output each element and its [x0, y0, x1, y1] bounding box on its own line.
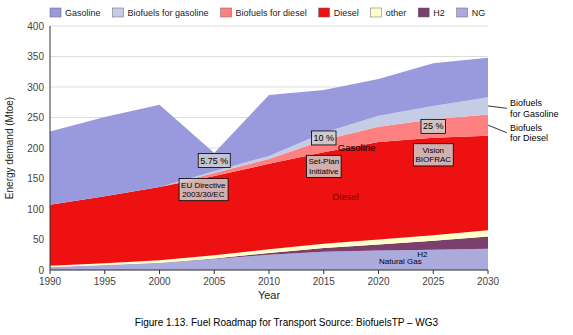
- annotation: Diesel: [332, 191, 358, 202]
- y-tick-label: 100: [27, 204, 44, 215]
- legend-swatch: [113, 8, 124, 17]
- legend-swatch: [457, 8, 468, 17]
- grid-line: [50, 56, 488, 57]
- caption: Figure 1.13. Fuel Roadmap for Transport …: [135, 317, 439, 328]
- y-tick-label: 400: [27, 21, 44, 32]
- legend-swatch: [319, 8, 330, 17]
- side-label: Biofuelsfor Gasoline: [510, 98, 559, 118]
- y-tick-label: 50: [33, 234, 45, 245]
- callout-text-line: 5.75 %: [200, 156, 228, 166]
- y-tick-label: 200: [27, 143, 44, 154]
- side-label: Biofuelsfor Diesel: [510, 123, 548, 143]
- y-tick-label: 350: [27, 51, 44, 62]
- side-label-line: for Gasoline: [510, 109, 559, 119]
- callout-box: [306, 155, 341, 177]
- callout: Set-PlanInitiative: [306, 155, 341, 177]
- x-tick-label: 2030: [477, 276, 500, 287]
- x-tick: [323, 270, 324, 274]
- annotation-line: Gasoline: [338, 142, 376, 153]
- x-tick-label: 1990: [39, 276, 62, 287]
- callout-text: Set-PlanInitiative: [308, 157, 339, 175]
- legend-swatch: [418, 8, 429, 17]
- x-tick-label: 2025: [422, 276, 445, 287]
- y-axis-label: Energy demand (Mtoe): [4, 97, 15, 199]
- x-tick: [214, 270, 215, 274]
- legend-label: NG: [472, 8, 486, 18]
- x-tick-label: 1995: [94, 276, 117, 287]
- callout-text-line: Initiative: [309, 167, 339, 176]
- callout: EU Directive2003/30/EC: [179, 179, 228, 201]
- callout: VisionBIOFRAC: [413, 144, 453, 166]
- callout-text-line: EU Directive: [181, 181, 226, 190]
- y-tick-label: 300: [27, 82, 44, 93]
- callout-text: EU Directive2003/30/EC: [181, 181, 226, 199]
- x-tick-label: 2015: [313, 276, 336, 287]
- callout-box: [413, 144, 453, 166]
- legend-label: Diesel: [334, 8, 359, 18]
- side-label-line: Biofuels: [510, 123, 543, 133]
- grid-line: [50, 26, 488, 27]
- leader-line: [488, 106, 507, 108]
- y-axis-line: [50, 26, 51, 270]
- legend: Gasoline Biofuels for gasoline Biofuels fo…: [50, 8, 485, 18]
- legend-swatch: [221, 8, 232, 17]
- legend-swatch: [50, 8, 61, 17]
- x-tick: [269, 270, 270, 274]
- y-tick-label: 0: [38, 265, 44, 276]
- annotation: Natural Gas: [379, 257, 422, 266]
- x-tick: [104, 270, 105, 274]
- callout: 10 %: [311, 131, 336, 145]
- legend-label: Gasoline: [65, 8, 101, 18]
- legend-label: Biofuels for gasoline: [128, 8, 209, 18]
- callout-box: [179, 179, 228, 201]
- callout-text-line: Set-Plan: [308, 157, 339, 166]
- x-tick: [378, 270, 379, 274]
- legend-label: Biofuels for diesel: [236, 8, 307, 18]
- callout-text-line: BIOFRAC: [415, 155, 451, 164]
- callout-text: 25 %: [423, 121, 444, 131]
- callout-text-line: 2003/30/EC: [182, 190, 224, 199]
- grid: [50, 26, 488, 270]
- y-tick-label: 250: [27, 112, 44, 123]
- callout: 25 %: [421, 119, 446, 133]
- x-tick: [50, 270, 51, 274]
- callout: 5.75 %: [198, 154, 230, 168]
- callout-box: [421, 119, 446, 133]
- annotation-line: Natural Gas: [379, 257, 422, 266]
- areas: [50, 58, 488, 270]
- side-label-line: Biofuels: [510, 98, 543, 108]
- legend-label: other: [386, 8, 407, 18]
- chart: 0 50 100 150 200 250 300 350 400 1990 1995 2000 2005…: [0, 0, 573, 335]
- x-tick-label: 2005: [203, 276, 226, 287]
- callout-text-line: Vision: [422, 146, 444, 155]
- annotation-line: Diesel: [332, 191, 358, 202]
- x-tick: [159, 270, 160, 274]
- x-tick-label: 2020: [367, 276, 390, 287]
- leader-line: [488, 125, 507, 133]
- side-label-line: for Diesel: [510, 133, 548, 143]
- legend-swatch: [371, 8, 382, 17]
- x-tick: [433, 270, 434, 274]
- callout-box: [198, 154, 230, 168]
- x-tick: [488, 270, 489, 274]
- callout-text-line: 10 %: [313, 133, 334, 143]
- area: [50, 58, 488, 205]
- callout-text-line: 25 %: [423, 121, 444, 131]
- callout-text: 10 %: [313, 133, 334, 143]
- annotation: Gasoline: [338, 142, 376, 153]
- callout-text: 5.75 %: [200, 156, 228, 166]
- callout-box: [311, 131, 336, 145]
- x-axis-label: Year: [258, 289, 281, 301]
- x-tick-label: 2010: [258, 276, 281, 287]
- y-tick-label: 150: [27, 173, 44, 184]
- callout-text: VisionBIOFRAC: [415, 146, 451, 164]
- x-tick-label: 2000: [148, 276, 171, 287]
- legend-label: H2: [433, 8, 445, 18]
